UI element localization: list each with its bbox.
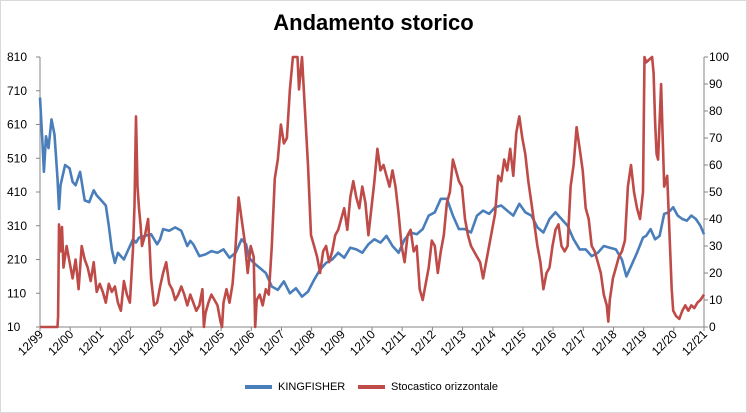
x-tick-label: 12/21 [679, 327, 710, 358]
y-right-tick-label: 30 [709, 239, 723, 253]
y-right-tick-label: 50 [709, 185, 723, 199]
y-left-tick-label: 810 [7, 50, 27, 64]
x-tick-label: 12/13 [438, 327, 469, 358]
legend-item-stocastico: Stocastico orizzontale [358, 381, 498, 393]
x-tick-label: 12/00 [45, 327, 76, 358]
x-tick-label: 12/03 [136, 327, 167, 358]
chart-title: Andamento storico [273, 10, 474, 35]
x-tick-label: 12/07 [256, 327, 287, 358]
y-right-tick-label: 10 [709, 293, 723, 307]
y-left-tick-label: 310 [7, 219, 27, 233]
y-left-tick-label: 410 [7, 185, 27, 199]
y-right-tick-label: 70 [709, 131, 723, 145]
y-right-tick-label: 90 [709, 77, 723, 91]
y-right-tick-label: 60 [709, 158, 723, 172]
legend-swatch-kingfisher [245, 385, 272, 389]
x-tick-label: 12/10 [347, 327, 378, 358]
y-left-tick-label: 510 [7, 151, 27, 165]
y-left-tick-label: 210 [7, 253, 27, 267]
x-tick-label: 12/15 [498, 327, 529, 358]
y-left-tick-label: 10 [7, 320, 21, 334]
legend-item-kingfisher: KINGFISHER [245, 381, 345, 393]
y-right-tick-label: 40 [709, 212, 723, 226]
y-right-tick-label: 0 [709, 320, 716, 334]
x-tick-label: 12/14 [468, 327, 499, 358]
legend-label-kingfisher: KINGFISHER [278, 381, 346, 393]
y-right-tick-label: 20 [709, 266, 723, 280]
y-left-tick-label: 110 [7, 286, 26, 300]
series-line-stocastico [40, 55, 706, 329]
x-tick-label: 12/11 [378, 327, 409, 358]
legend: KINGFISHER Stocastico orizzontale [0, 381, 747, 401]
series-line-kingfisher [38, 97, 706, 298]
x-tick-label: 12/16 [528, 327, 559, 358]
x-tick-label: 12/04 [166, 327, 197, 358]
x-tick-label: 12/02 [106, 327, 137, 358]
x-tick-label: 12/17 [558, 327, 589, 358]
y-left-tick-label: 710 [7, 84, 27, 98]
x-tick-label: 12/20 [649, 327, 680, 358]
axes: 10 110 210 310 410 510 610 710 810 0 10 20 30 40 50 60 7… [7, 50, 729, 358]
x-tick-label: 12/09 [317, 327, 348, 358]
x-tick-label: 12/06 [226, 327, 257, 358]
x-tick-label: 12/08 [287, 327, 318, 358]
y-right-tick-label: 80 [709, 104, 723, 118]
y-right-tick-label: 100 [709, 50, 729, 64]
legend-label-stocastico: Stocastico orizzontale [391, 381, 498, 393]
x-tick-label: 12/19 [619, 327, 650, 358]
x-tick-label: 12/12 [407, 327, 438, 358]
x-tick-label: 12/01 [75, 327, 106, 358]
legend-swatch-stocastico [358, 385, 385, 389]
x-tick-label: 12/05 [196, 327, 227, 358]
y-left-tick-label: 610 [7, 118, 27, 132]
series-layer [38, 55, 706, 329]
x-tick-label: 12/18 [588, 327, 619, 358]
